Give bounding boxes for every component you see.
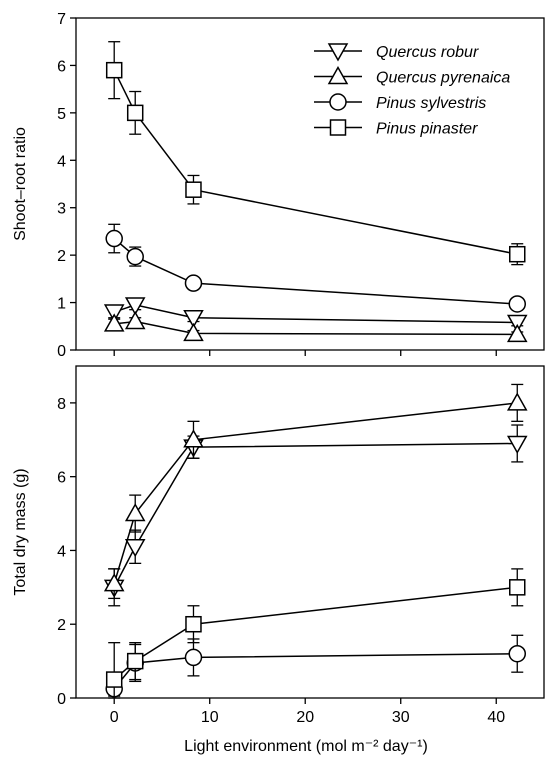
- bottom-pinus-pinaster-point: [509, 579, 526, 596]
- top-pinus-pinaster-point: [185, 181, 202, 198]
- top-plot-frame: [75, 17, 545, 351]
- legend-quercus-robur-label: Quercus robur: [376, 44, 479, 61]
- top-pinus-sylvestris-point: [126, 247, 144, 266]
- top-quercus-pyrenaica-point: [103, 313, 125, 332]
- top-quercus-robur-point: [124, 297, 146, 316]
- legend-pinus-sylvestris-label: Pinus sylvestris: [376, 95, 486, 112]
- bottom-y-tick-label: 2: [57, 617, 66, 634]
- top-pinus-sylvestris-point: [184, 274, 203, 292]
- bottom-plot-frame: [75, 365, 545, 699]
- legend-quercus-robur-marker: [327, 43, 349, 62]
- bottom-quercus-robur-point: [506, 435, 528, 454]
- bottom-pinus-sylvestris-line: [113, 652, 518, 690]
- bottom-pinus-pinaster-point: [126, 652, 144, 670]
- bottom-quercus-robur-line: [113, 442, 518, 588]
- bottom-x-tick-label: 0: [110, 709, 119, 726]
- top-pinus-sylvestris-line: [113, 237, 518, 305]
- top-y-tick-label: 3: [57, 201, 66, 218]
- legend-pinus-pinaster-label: Pinus pinaster: [376, 121, 478, 138]
- bottom-x-tick-label: 30: [392, 709, 410, 726]
- bottom-x-tick-label: 40: [487, 709, 505, 726]
- top-pinus-pinaster-line: [113, 69, 518, 255]
- top-y-axis-label: Shoot–root ratio: [12, 127, 29, 241]
- top-y-tick-label: 1: [57, 296, 66, 313]
- top-quercus-robur-point: [103, 304, 125, 323]
- top-pinus-sylvestris-point: [105, 229, 123, 248]
- legend: Quercus robur Quercus pyrenaica Pinus sylv…: [314, 43, 510, 138]
- bottom-quercus-robur-point: [124, 539, 146, 558]
- shoot-root-ratio-panel: 0 1 2 3 4 5 6 7 Shoot–root ratio: [12, 11, 545, 360]
- top-quercus-pyrenaica-point: [506, 323, 528, 343]
- top-pinus-pinaster-point: [509, 245, 526, 263]
- bottom-quercus-pyrenaica-point: [103, 573, 125, 592]
- bottom-quercus-pyrenaica-line: [113, 402, 518, 584]
- legend-quercus-pyrenaica-marker: [327, 65, 349, 85]
- bottom-y-tick-label: 8: [57, 396, 66, 413]
- bottom-quercus-pyrenaica-point: [506, 392, 528, 411]
- top-quercus-pyrenaica-line: [114, 320, 518, 336]
- bottom-y-tick-label: 6: [57, 470, 66, 487]
- bottom-pinus-pinaster-line: [113, 586, 518, 681]
- bottom-quercus-pyrenaica-point: [124, 503, 146, 522]
- top-pinus-sylvestris-point: [508, 295, 527, 313]
- top-quercus-robur-line: [113, 304, 518, 324]
- bottom-y-axis-label: Total dry mass (g): [12, 468, 29, 595]
- bottom-x-tick-label: 10: [201, 709, 219, 726]
- legend-pinus-pinaster-marker: [329, 119, 347, 136]
- top-quercus-robur-point: [183, 309, 204, 329]
- bottom-y-tick-label: 4: [57, 543, 66, 560]
- bottom-pinus-pinaster-point: [105, 671, 123, 688]
- legend-quercus-pyrenaica-label: Quercus pyrenaica: [376, 70, 510, 87]
- bottom-pinus-sylvestris-point: [508, 644, 527, 663]
- top-y-tick-label: 4: [57, 153, 66, 170]
- top-quercus-pyrenaica-point: [183, 322, 204, 342]
- top-quercus-pyrenaica-point: [124, 311, 146, 330]
- total-dry-mass-panel: 0 2 4 6 8 0 10 20 30 40 Total dry mass (g): [12, 365, 545, 726]
- top-quercus-robur-point: [506, 314, 528, 334]
- bottom-quercus-pyrenaica-point: [183, 429, 204, 448]
- top-y-tick-label: 7: [57, 11, 66, 28]
- bottom-y-tick-label: 0: [57, 691, 66, 708]
- top-y-tick-label: 2: [57, 248, 66, 265]
- top-pinus-pinaster-point: [105, 61, 123, 79]
- bottom-pinus-sylvestris-point: [184, 648, 203, 667]
- bottom-pinus-pinaster-point: [185, 615, 202, 633]
- top-pinus-pinaster-point: [126, 104, 144, 122]
- bottom-x-tick-label: 20: [296, 709, 314, 726]
- top-y-tick-label: 0: [57, 343, 66, 360]
- x-axis-label: Light environment (mol m⁻² day⁻¹): [184, 738, 428, 755]
- top-y-tick-label: 5: [57, 106, 66, 123]
- legend-pinus-sylvestris-marker: [329, 93, 347, 111]
- top-y-tick-label: 6: [57, 58, 66, 75]
